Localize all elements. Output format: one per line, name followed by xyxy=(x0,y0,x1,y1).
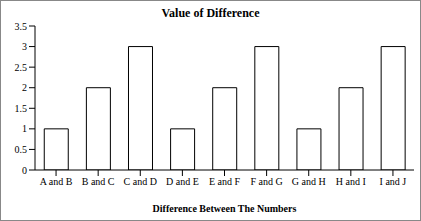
svg-text:Difference Between The Numbers: Difference Between The Numbers xyxy=(153,203,297,214)
svg-text:1: 1 xyxy=(22,123,27,134)
svg-text:A and B: A and B xyxy=(40,176,73,187)
svg-text:0.5: 0.5 xyxy=(15,144,28,155)
svg-text:2: 2 xyxy=(22,82,27,93)
svg-text:3.5: 3.5 xyxy=(15,21,28,32)
svg-text:B and C: B and C xyxy=(82,176,115,187)
svg-text:H and I: H and I xyxy=(336,176,366,187)
svg-text:C and D: C and D xyxy=(124,176,157,187)
svg-text:2.5: 2.5 xyxy=(15,62,28,73)
svg-text:0: 0 xyxy=(22,165,27,176)
svg-text:I and J: I and J xyxy=(380,176,407,187)
svg-text:D and E: D and E xyxy=(166,176,199,187)
svg-text:F and G: F and G xyxy=(250,176,282,187)
svg-text:3: 3 xyxy=(22,41,27,52)
svg-text:1.5: 1.5 xyxy=(15,103,28,114)
svg-text:E and F: E and F xyxy=(209,176,241,187)
svg-text:G and H: G and H xyxy=(292,176,326,187)
html-text:Value of Difference: Value of Difference xyxy=(161,6,260,20)
